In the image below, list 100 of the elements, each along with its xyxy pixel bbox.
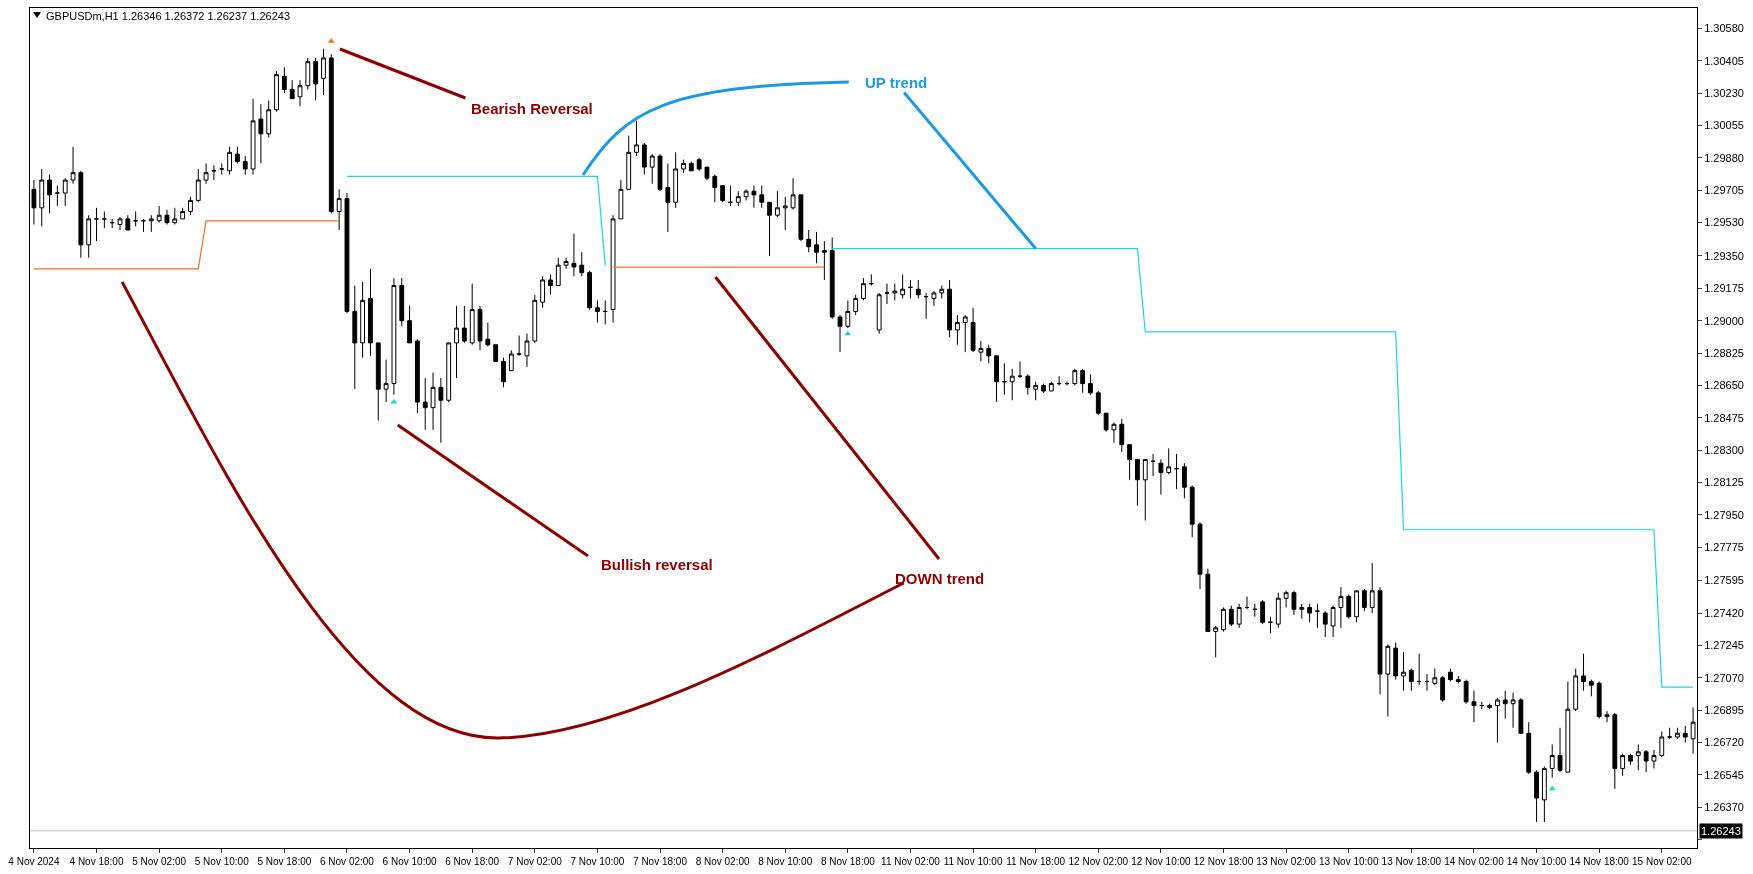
candlestick (281, 66, 287, 94)
candlestick (1377, 586, 1383, 695)
candlestick (1620, 753, 1626, 777)
candlestick (242, 155, 248, 176)
y-tick-label: 1.28300 (1704, 444, 1744, 457)
candlestick (250, 98, 256, 176)
candlestick (626, 135, 632, 190)
x-tick-label: 14 Nov 02:00 (1444, 856, 1505, 867)
x-tick-label: 5 Nov 02:00 (132, 856, 187, 867)
y-tick-label: 1.30230 (1704, 86, 1744, 99)
candlestick (704, 166, 710, 181)
candlestick (657, 153, 663, 192)
candlestick (1604, 710, 1610, 723)
candlestick (172, 207, 178, 225)
candlestick (1103, 412, 1109, 433)
candlestick (1260, 599, 1266, 625)
candlestick (829, 236, 835, 320)
y-tick-label: 1.29175 (1704, 282, 1744, 295)
candlestick (1354, 590, 1359, 623)
x-tick-label: 12 Nov 02:00 (1068, 856, 1129, 867)
candlestick (767, 201, 772, 257)
candlestick (1369, 562, 1375, 614)
y-tick-label: 1.27420 (1704, 606, 1744, 619)
candlestick (156, 205, 162, 224)
candlestick (1573, 668, 1579, 712)
candlestick (54, 185, 60, 207)
candlestick (1565, 680, 1571, 773)
candlestick (1307, 603, 1313, 623)
x-tick-label: 5 Nov 10:00 (194, 856, 250, 867)
candlestick (1095, 390, 1101, 416)
candlestick (641, 142, 647, 176)
candlestick (1557, 727, 1563, 773)
x-tick-label: 7 Nov 10:00 (570, 856, 625, 867)
y-tick-label: 1.27070 (1704, 671, 1744, 684)
candlestick (62, 177, 68, 207)
candlestick (1213, 625, 1219, 658)
candlestick (274, 70, 279, 113)
y-tick-label: 1.27950 (1704, 508, 1744, 521)
y-tick-label: 1.28825 (1704, 346, 1744, 359)
x-tick-label: 8 Nov 10:00 (758, 856, 813, 867)
candlestick (1189, 484, 1195, 538)
candlestick (743, 188, 749, 201)
candlestick (1495, 697, 1500, 744)
candlestick (1338, 586, 1344, 629)
candlestick (516, 334, 522, 357)
candlestick (579, 251, 585, 277)
candlestick (305, 57, 311, 90)
x-tick-label: 13 Nov 10:00 (1318, 856, 1379, 867)
candlestick (774, 190, 780, 218)
candlestick (430, 371, 436, 431)
candlestick (814, 231, 819, 264)
candlestick (219, 162, 225, 176)
x-tick-label: 14 Nov 10:00 (1506, 856, 1567, 867)
candlestick (164, 209, 170, 225)
candlestick (696, 157, 702, 172)
candlestick (461, 305, 467, 344)
y-tick-label: 1.29350 (1704, 249, 1744, 262)
candlestick (446, 342, 452, 403)
candlestick (1596, 680, 1602, 719)
y-tick-label: 1.26545 (1704, 768, 1744, 781)
candlestick (78, 170, 84, 259)
y-tick-label: 1.28125 (1704, 476, 1744, 489)
candlestick (524, 333, 530, 368)
candlestick (1041, 383, 1046, 394)
candlestick (360, 281, 366, 359)
y-tick-label: 1.27245 (1704, 639, 1744, 652)
candlestick (947, 279, 953, 338)
candlestick (1643, 749, 1649, 773)
candlestick (649, 153, 655, 185)
x-tick-label: 6 Nov 02:00 (319, 856, 375, 867)
candlestick (454, 305, 459, 379)
candlestick (1667, 727, 1673, 740)
candlestick (782, 196, 788, 231)
candlestick (1291, 590, 1297, 616)
candlestick (1432, 668, 1438, 686)
annotation: Bearish Reversal (471, 100, 593, 117)
candlestick (469, 283, 475, 346)
candlestick (868, 273, 874, 287)
candlestick (1463, 679, 1469, 705)
candlestick (594, 299, 600, 324)
candlestick (39, 168, 45, 227)
x-tick-label: 8 Nov 18:00 (820, 856, 876, 867)
candlestick (1127, 444, 1133, 481)
candlestick (1612, 712, 1618, 790)
y-tick-label: 1.29880 (1704, 151, 1744, 164)
candlestick (1479, 701, 1485, 710)
candlestick (1361, 588, 1367, 612)
candlestick (688, 161, 694, 172)
candlestick (1197, 521, 1203, 590)
candlestick (790, 177, 796, 211)
candlestick (978, 340, 984, 362)
candlestick (1651, 749, 1657, 769)
candlestick (1408, 668, 1414, 692)
candlestick (493, 344, 499, 362)
candlestick (548, 273, 553, 296)
candlestick (610, 214, 616, 324)
y-tick-label: 1.29705 (1704, 184, 1744, 197)
candlestick (289, 79, 295, 100)
candlestick (407, 305, 412, 344)
candlestick (1142, 458, 1148, 522)
